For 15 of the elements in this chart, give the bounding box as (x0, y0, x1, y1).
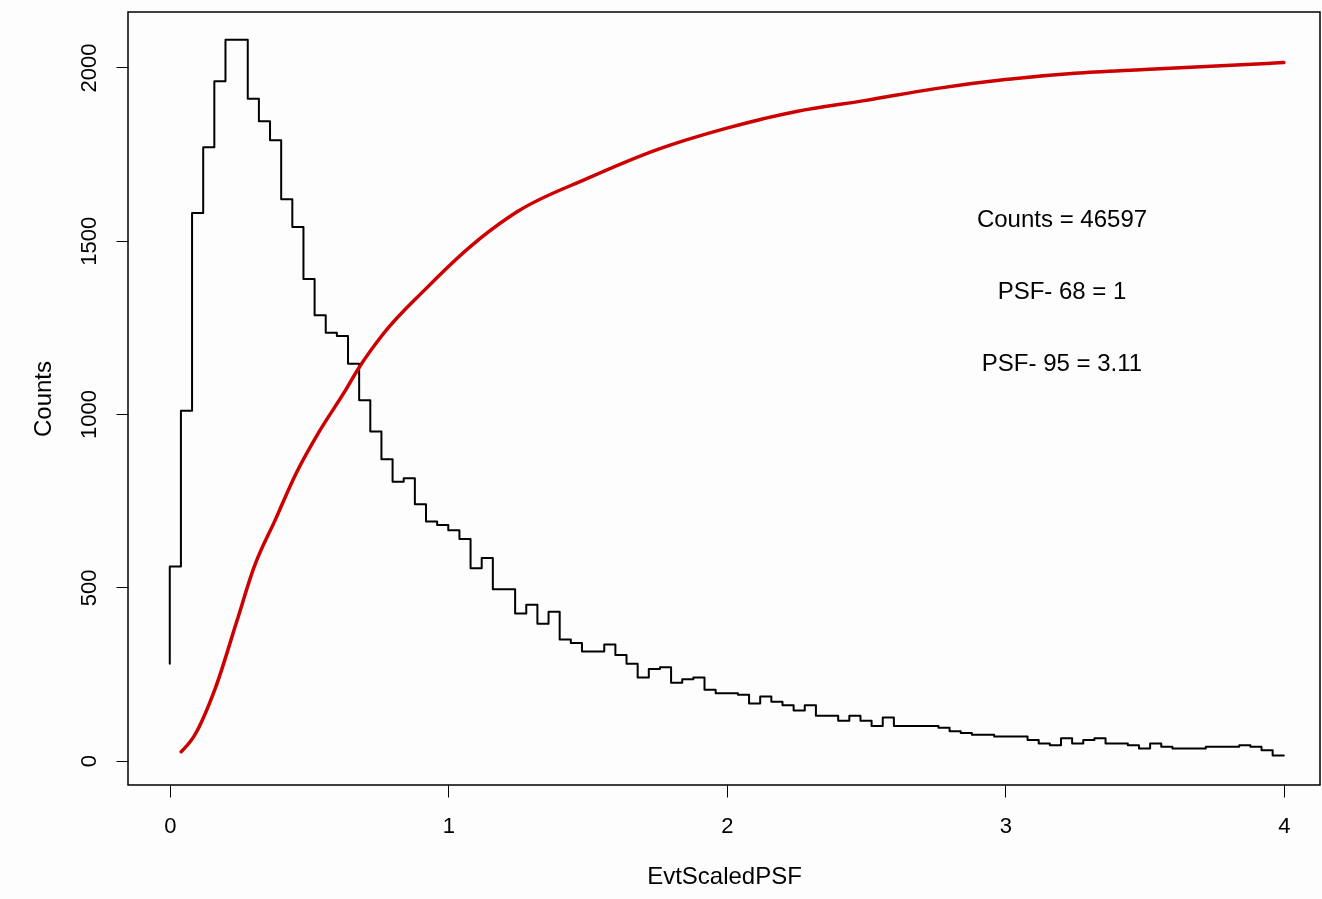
annotation: Counts = 46597 (976, 205, 1148, 232)
x-tick-label: 1 (442, 812, 455, 838)
y-tick-label: 0 (75, 755, 101, 768)
y-tick-label: 1500 (75, 216, 101, 266)
x-tick-label: 0 (164, 812, 177, 838)
x-tick-label: 3 (999, 812, 1012, 838)
y-tick-label: 1000 (75, 390, 101, 440)
annotation: PSF- 68 = 1 (997, 277, 1127, 304)
x-axis-title: EvtScaledPSF (647, 861, 802, 889)
x-tick-label: 4 (1278, 812, 1291, 838)
x-tick-label: 2 (721, 812, 734, 838)
y-tick-label: 2000 (75, 43, 101, 93)
annotation: PSF- 95 = 3.11 (981, 349, 1143, 376)
y-tick-label: 500 (75, 569, 101, 607)
y-axis-title: Counts (28, 360, 56, 438)
